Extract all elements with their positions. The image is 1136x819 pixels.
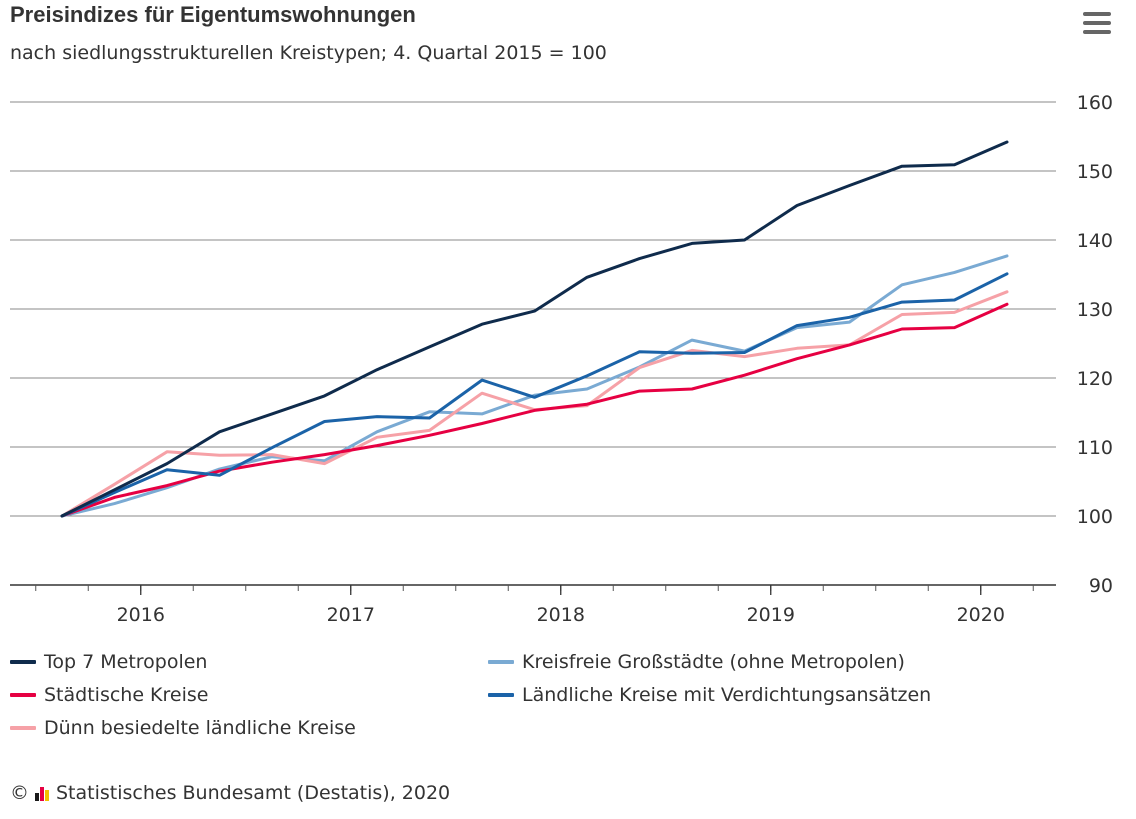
x-tick-label: 2020 bbox=[957, 604, 1005, 626]
copyright-symbol: © bbox=[10, 782, 29, 804]
y-tick-label: 120 bbox=[1077, 368, 1113, 390]
y-tick-label: 160 bbox=[1077, 92, 1113, 114]
x-tick-label: 2019 bbox=[747, 604, 795, 626]
y-tick-label: 130 bbox=[1077, 299, 1113, 321]
chart-title: Preisindizes für Eigentumswohnungen bbox=[10, 2, 416, 27]
x-tick-label: 2018 bbox=[537, 604, 585, 626]
chart-subtitle: nach siedlungsstrukturellen Kreistypen; … bbox=[10, 42, 607, 64]
legend-label: Ländliche Kreise mit Verdichtungsansätze… bbox=[522, 684, 932, 706]
legend-label: Top 7 Metropolen bbox=[44, 651, 208, 673]
series-line-3[interactable] bbox=[60, 272, 1009, 518]
legend-label: Kreisfreie Großstädte (ohne Metropolen) bbox=[522, 651, 905, 673]
legend-swatch bbox=[10, 693, 36, 697]
credits[interactable]: © Statistisches Bundesamt (Destatis), 20… bbox=[10, 782, 450, 804]
destatis-logo-icon bbox=[35, 785, 50, 801]
y-axis: 90 100 110 120 130 140 150 160 bbox=[1077, 92, 1113, 597]
legend-item-duenn-besiedelt[interactable]: Dünn besiedelte ländliche Kreise bbox=[10, 713, 356, 743]
series-line-0[interactable] bbox=[60, 140, 1009, 518]
legend-swatch bbox=[488, 660, 514, 664]
y-tick-label: 100 bbox=[1077, 506, 1113, 528]
hamburger-menu-icon[interactable] bbox=[1083, 12, 1111, 36]
credits-text: Statistisches Bundesamt (Destatis), 2020 bbox=[56, 782, 451, 804]
y-tick-label: 110 bbox=[1077, 437, 1113, 459]
legend-swatch bbox=[10, 660, 36, 664]
legend-swatch bbox=[10, 726, 36, 730]
series-line-1[interactable] bbox=[60, 254, 1009, 518]
legend-label: Dünn besiedelte ländliche Kreise bbox=[44, 717, 356, 739]
series-lines bbox=[60, 140, 1009, 518]
x-axis: 2016 2017 2018 2019 2020 bbox=[35, 585, 1034, 626]
x-tick-label: 2016 bbox=[117, 604, 165, 626]
legend-label: Städtische Kreise bbox=[44, 684, 209, 706]
y-tick-label: 140 bbox=[1077, 230, 1113, 252]
legend-item-top7[interactable]: Top 7 Metropolen bbox=[10, 647, 207, 677]
y-tick-label: 150 bbox=[1077, 161, 1113, 183]
x-tick-label: 2017 bbox=[327, 604, 375, 626]
legend-swatch bbox=[488, 693, 514, 697]
series-line-4[interactable] bbox=[60, 290, 1009, 518]
grid-lines bbox=[10, 101, 1056, 586]
series-line-2[interactable] bbox=[60, 302, 1009, 518]
legend-item-grossstaedte[interactable]: Kreisfreie Großstädte (ohne Metropolen) bbox=[488, 647, 905, 677]
line-chart: 90 100 110 120 130 140 150 160 2016 2017 2018 2019… bbox=[10, 92, 1113, 626]
y-tick-label: 90 bbox=[1089, 575, 1113, 597]
legend-item-staedtische-kreise[interactable]: Städtische Kreise bbox=[10, 680, 208, 710]
legend-item-laendliche-kreise[interactable]: Ländliche Kreise mit Verdichtungsansätze… bbox=[488, 680, 931, 710]
chart-legend: Top 7 Metropolen Kreisfreie Großstädte (… bbox=[0, 645, 1136, 745]
